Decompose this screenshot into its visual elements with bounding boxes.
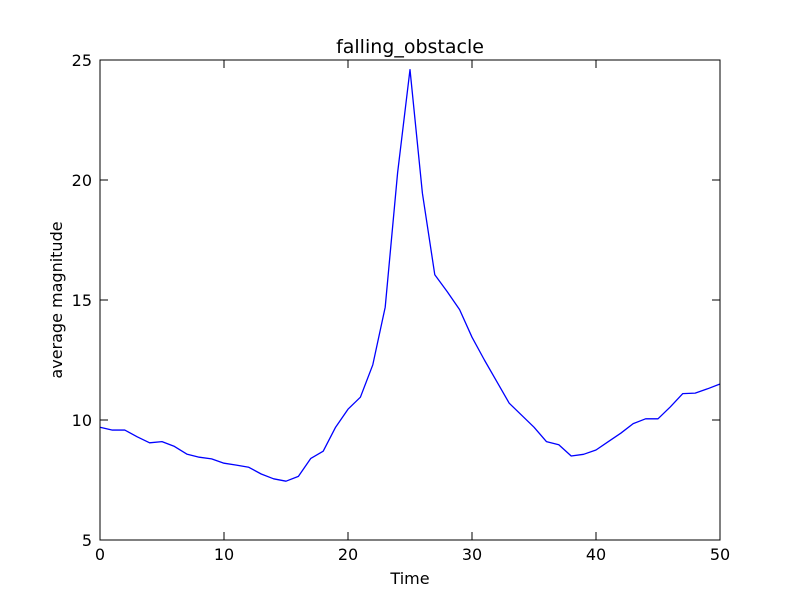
y-tick-label: 10: [72, 411, 92, 430]
chart-title: falling_obstacle: [336, 36, 484, 58]
x-tick-label: 50: [710, 545, 730, 564]
x-tick-label: 40: [586, 545, 606, 564]
x-tick-label: 20: [338, 545, 358, 564]
y-tick-label: 5: [82, 531, 92, 550]
axis-ticks: 0 10 20 30 40 50 5 10 15 20 25: [72, 51, 731, 564]
y-axis-label: average magnitude: [47, 221, 66, 378]
y-tick-label: 25: [72, 51, 92, 70]
y-tick-label: 15: [72, 291, 92, 310]
x-tick-label: 10: [214, 545, 234, 564]
x-axis-label: Time: [389, 569, 429, 588]
series-line-0: [99, 68, 721, 482]
x-tick-label: 0: [95, 545, 105, 564]
y-tick-label: 20: [72, 171, 92, 190]
x-tick-label: 30: [462, 545, 482, 564]
plot-area: [99, 68, 721, 482]
